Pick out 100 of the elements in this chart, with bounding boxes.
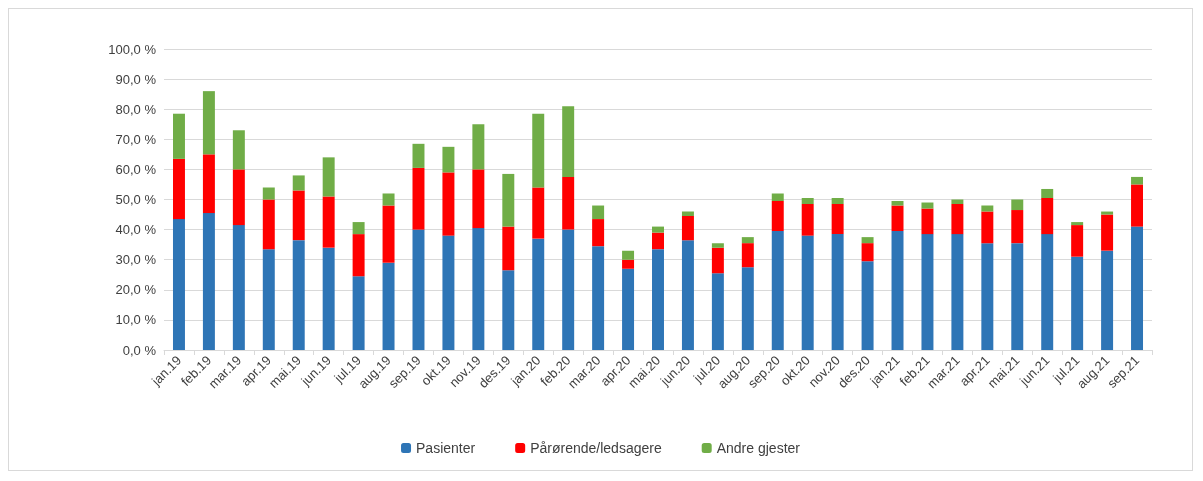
bar — [322, 157, 335, 197]
bar — [1071, 256, 1084, 350]
bar — [172, 158, 185, 220]
bar — [532, 187, 545, 239]
y-tick-label: 80,0 % — [115, 101, 157, 117]
bar — [741, 237, 754, 244]
bar — [1131, 226, 1144, 350]
bar — [232, 130, 245, 170]
bar — [831, 234, 844, 350]
bar — [1041, 188, 1054, 198]
bar — [1131, 184, 1144, 227]
bar — [412, 167, 425, 230]
bar — [472, 228, 485, 350]
bar — [1041, 198, 1054, 235]
bar — [981, 205, 994, 212]
bar — [981, 243, 994, 350]
bar — [532, 113, 545, 188]
bar — [172, 219, 185, 350]
bar — [472, 124, 485, 170]
bar — [921, 208, 934, 235]
bar — [562, 176, 575, 230]
bar — [711, 273, 724, 350]
bar — [382, 262, 395, 350]
bar — [322, 247, 335, 350]
y-tick-label: 30,0 % — [115, 252, 157, 268]
bar — [292, 240, 305, 350]
bar — [981, 211, 994, 244]
bar — [472, 169, 485, 229]
bar — [202, 91, 215, 155]
bar — [771, 231, 784, 350]
bar — [202, 213, 215, 350]
bar — [741, 243, 754, 268]
bar — [652, 232, 664, 250]
legend-label: Andre gjester — [716, 440, 801, 456]
bar — [322, 196, 335, 248]
bar — [1101, 211, 1114, 215]
bar — [592, 205, 605, 220]
bar — [232, 225, 245, 350]
bar — [292, 190, 305, 241]
bar — [262, 187, 275, 200]
bar — [831, 204, 844, 235]
bar — [951, 234, 964, 350]
bar — [202, 154, 215, 214]
y-tick-label: 100,0 % — [108, 41, 157, 57]
y-tick-label: 90,0 % — [115, 71, 157, 87]
bar — [622, 268, 635, 350]
bar — [1101, 250, 1114, 350]
bar — [562, 106, 575, 177]
bar — [831, 197, 844, 205]
bar — [681, 216, 694, 241]
bar — [801, 235, 814, 350]
bar — [172, 113, 185, 159]
bar — [442, 172, 455, 236]
y-tick-label: 70,0 % — [115, 131, 157, 147]
bar — [382, 193, 395, 206]
bar — [502, 173, 515, 227]
bar — [741, 267, 754, 350]
bar — [532, 238, 545, 350]
bar — [681, 240, 694, 350]
bar — [1101, 214, 1114, 251]
bar — [592, 246, 605, 350]
y-tick-label: 50,0 % — [115, 192, 157, 207]
bar — [562, 229, 575, 350]
bar — [442, 146, 455, 173]
bar — [502, 270, 515, 350]
bar — [1131, 176, 1144, 185]
y-tick-label: 60,0 % — [115, 161, 157, 177]
bar — [652, 249, 664, 350]
bar — [652, 226, 664, 233]
bar — [891, 205, 904, 232]
legend-label: Pasienter — [416, 440, 476, 456]
bar — [262, 199, 275, 250]
legend-label: Pårørende/ledsagere — [530, 440, 662, 456]
bar — [1071, 222, 1084, 226]
bar — [921, 202, 934, 209]
bar — [951, 204, 964, 235]
bar — [921, 234, 934, 350]
bar — [891, 231, 904, 350]
bar — [1011, 243, 1024, 350]
bar — [891, 201, 904, 206]
bar — [801, 204, 814, 236]
bar — [771, 201, 784, 232]
y-tick-label: 0,0 % — [122, 342, 157, 358]
bar — [861, 243, 874, 262]
bar — [861, 237, 874, 244]
bar — [592, 219, 605, 247]
bar — [622, 259, 635, 269]
bar — [262, 249, 275, 350]
bar — [352, 222, 365, 235]
bar — [711, 243, 724, 248]
bar — [352, 276, 365, 350]
y-tick-label: 40,0 % — [115, 222, 157, 238]
bar — [711, 247, 724, 274]
bar — [801, 197, 814, 205]
bar — [442, 235, 455, 350]
bar — [1011, 199, 1024, 211]
bar — [502, 226, 515, 271]
bar — [622, 250, 635, 260]
bar — [232, 169, 245, 226]
bar — [1011, 210, 1024, 244]
